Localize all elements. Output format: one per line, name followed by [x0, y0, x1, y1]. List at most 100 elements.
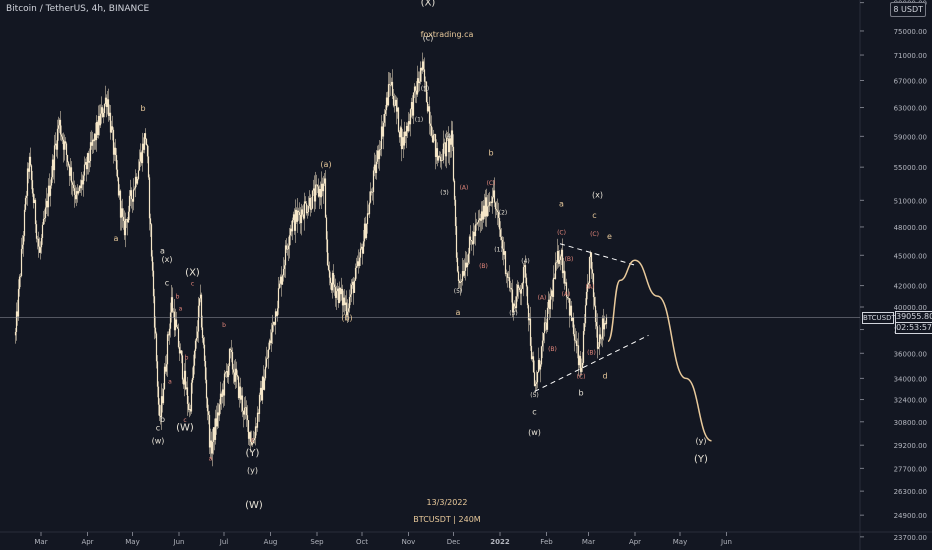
- candle-body: [431, 135, 434, 143]
- candle-body: [290, 228, 293, 232]
- price-tick-label: 23700.00: [894, 534, 927, 542]
- candle-body: [477, 220, 480, 223]
- price-tick-label: 32400.00: [894, 397, 927, 405]
- candle-body: [320, 183, 323, 198]
- candle-body: [444, 142, 447, 157]
- candle-body: [277, 288, 280, 309]
- candle-body: [229, 348, 232, 351]
- candle-body: [171, 297, 174, 312]
- candle-body: [37, 238, 40, 247]
- wave-label: b: [160, 415, 165, 424]
- time-tick-label: May: [673, 538, 687, 546]
- price-tag-symbol: BTCUSDT: [862, 312, 896, 324]
- candle-body: [339, 287, 342, 295]
- candle-body: [496, 210, 499, 213]
- candle-body: [549, 296, 552, 310]
- currency-badge[interactable]: 8 USDT: [890, 2, 926, 17]
- time-axis[interactable]: Mar Apr May Jun Jul Aug Sep Oct Nov Dec 2022 Feb Mar…: [34, 532, 732, 546]
- candle-body: [34, 199, 37, 225]
- candle-body: [586, 284, 589, 292]
- candle-body: [518, 287, 521, 291]
- candle-body: [330, 282, 333, 291]
- candle-body: [310, 208, 313, 210]
- symbol-title[interactable]: Bitcoin / TetherUS, 4h, BINANCE: [6, 4, 150, 14]
- candle-body: [522, 267, 525, 284]
- candle-body: [421, 61, 424, 71]
- wave-label: a: [114, 234, 119, 243]
- candle-body: [390, 81, 393, 86]
- candle-body: [63, 141, 66, 150]
- candle-body: [185, 387, 188, 390]
- candle-body: [378, 149, 381, 160]
- candle-body: [245, 407, 248, 416]
- candle-body: [473, 231, 476, 237]
- candle-body: [215, 418, 218, 427]
- wave-label: (C): [557, 229, 566, 236]
- candle-body: [347, 308, 350, 312]
- candle-body: [411, 102, 414, 116]
- candle-body: [103, 104, 106, 114]
- candle-body: [538, 360, 541, 370]
- candle-body: [409, 109, 412, 125]
- candle-body: [568, 298, 571, 316]
- candle-body: [265, 358, 268, 367]
- wave-label: a: [160, 246, 165, 255]
- current-price-tag: BTCUSDT 39055.80 02:53:57: [862, 311, 932, 334]
- candle-body: [494, 202, 497, 210]
- candle-body: [546, 307, 549, 330]
- time-tick-label: 2022: [490, 538, 510, 546]
- candle-body: [588, 257, 591, 284]
- candle-body: [201, 327, 204, 339]
- candle-body: [84, 162, 87, 165]
- candle-body: [524, 265, 527, 278]
- candle-body: [209, 440, 212, 448]
- candle-body: [86, 153, 89, 170]
- candle-body: [460, 280, 463, 283]
- candle-body: [183, 370, 186, 385]
- candle-body: [230, 350, 233, 352]
- candle-body: [532, 356, 535, 373]
- candle-body: [130, 190, 133, 200]
- candle-body: [399, 127, 402, 138]
- wave-label: (A): [460, 184, 469, 191]
- candle-body: [315, 184, 318, 186]
- candle-body: [404, 131, 407, 137]
- candle-body: [127, 211, 130, 223]
- candle-body: [478, 218, 481, 221]
- candle-body: [125, 219, 128, 220]
- price-tick-label: 24900.00: [894, 512, 927, 520]
- candle-body: [398, 131, 401, 138]
- candle-body: [172, 311, 175, 313]
- candle-body: [591, 269, 594, 274]
- candle-body: [500, 236, 503, 241]
- candle-body: [403, 131, 406, 146]
- price-axis[interactable]: 23700.00 24900.00 26300.00 27700.00 29200.00…: [860, 0, 927, 542]
- candle-body: [585, 291, 588, 306]
- candle-body: [388, 84, 391, 85]
- candle-body: [235, 368, 238, 376]
- candle-body: [194, 340, 197, 351]
- time-tick-label: Feb: [540, 538, 553, 546]
- candle-body: [602, 318, 605, 330]
- candle-body: [67, 162, 70, 166]
- author-website: foxtrading.ca: [421, 30, 474, 39]
- candle-body: [296, 210, 299, 222]
- price-tick-label: 36000.00: [894, 350, 927, 358]
- candle-body: [331, 273, 334, 291]
- candle-body: [449, 138, 452, 145]
- candle-body: [45, 200, 48, 208]
- candle-body: [218, 404, 221, 416]
- candle-body: [474, 224, 477, 237]
- candle-body: [305, 203, 308, 214]
- candle-body: [499, 229, 502, 237]
- candle-body: [369, 191, 372, 203]
- candle-body: [408, 121, 411, 125]
- candle-body: [272, 321, 275, 325]
- candle-body: [259, 387, 262, 395]
- candle-body: [39, 247, 42, 253]
- candle-body: [145, 138, 148, 146]
- candle-body: [487, 205, 490, 207]
- candle-body: [112, 129, 115, 155]
- candle-body: [53, 145, 56, 171]
